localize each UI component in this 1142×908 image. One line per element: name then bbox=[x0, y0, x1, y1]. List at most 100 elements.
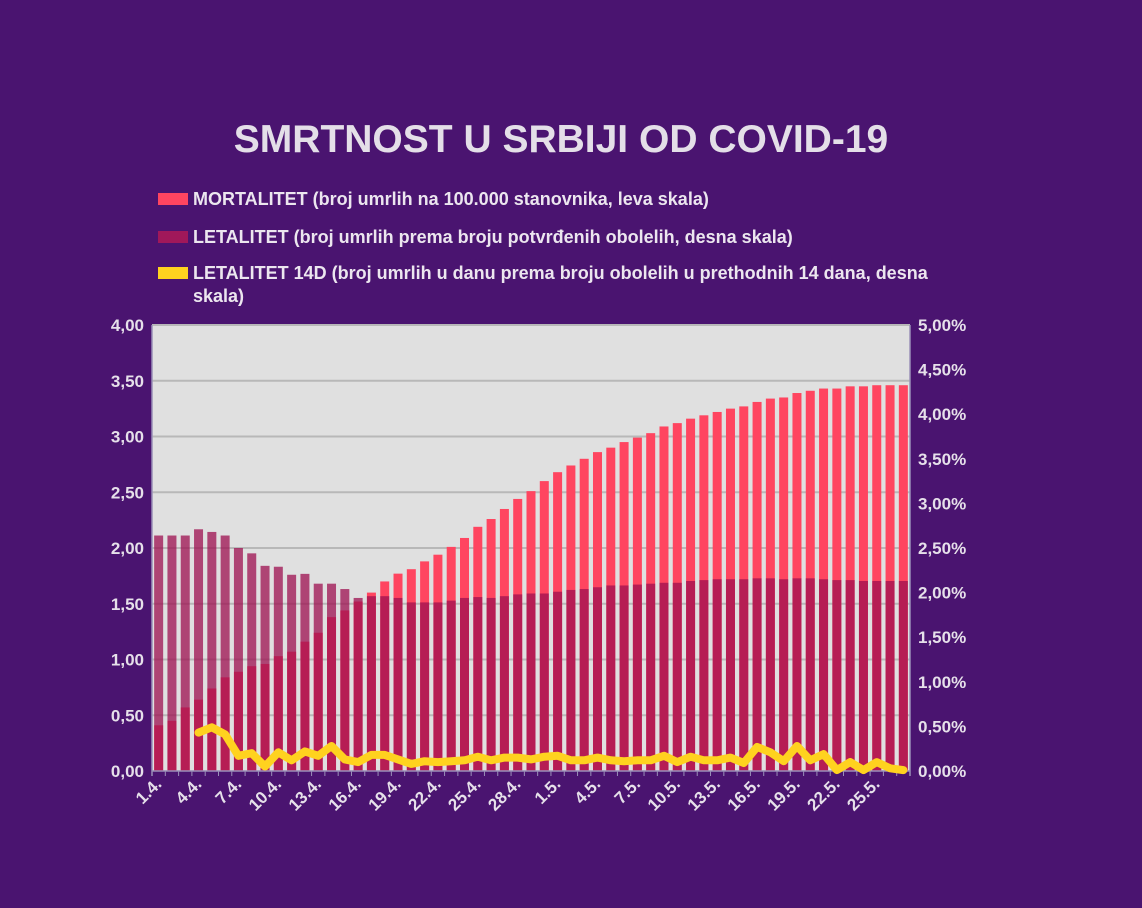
bar-letalitet bbox=[499, 596, 509, 771]
bar-letalitet bbox=[739, 579, 749, 771]
bar-letalitet bbox=[247, 553, 257, 771]
legend-swatch-letalitet bbox=[158, 231, 188, 243]
bar-mortalitet bbox=[898, 385, 908, 771]
x-tick-label: 10.5. bbox=[644, 774, 684, 814]
x-tick-label: 22.5. bbox=[804, 774, 844, 814]
bar-letalitet bbox=[725, 579, 735, 771]
y-left-tick-label: 2,00 bbox=[111, 539, 144, 558]
x-tick-label: 4.5. bbox=[571, 774, 604, 807]
bar-letalitet bbox=[858, 581, 868, 771]
bar-letalitet bbox=[287, 574, 297, 771]
x-tick-label: 25.4. bbox=[444, 774, 484, 814]
bar-letalitet bbox=[619, 585, 629, 771]
legend-label-mortalitet: MORTALITET (broj umrlih na 100.000 stano… bbox=[193, 189, 709, 209]
bar-letalitet bbox=[180, 535, 190, 771]
bar-letalitet bbox=[845, 580, 855, 771]
legend-label-letalitet-14d: LETALITET 14D (broj umrlih u danu prema … bbox=[193, 263, 928, 306]
bar-letalitet bbox=[353, 597, 363, 771]
bar-letalitet bbox=[446, 600, 456, 771]
bar-letalitet bbox=[765, 578, 775, 771]
chart-title: SMRTNOST U SRBIJI OD COVID-19 bbox=[233, 118, 889, 161]
y-right-tick-label: 4,00% bbox=[918, 405, 966, 424]
y-left-tick-label: 1,00 bbox=[111, 651, 144, 670]
y-left-tick-label: 2,50 bbox=[111, 483, 144, 502]
y-left-tick-label: 3,00 bbox=[111, 428, 144, 447]
x-tick-label: 10.4. bbox=[245, 774, 285, 814]
bar-letalitet bbox=[805, 578, 815, 771]
bar-mortalitet bbox=[885, 385, 895, 771]
bar-letalitet bbox=[579, 589, 589, 771]
bar-letalitet bbox=[327, 583, 337, 771]
bar-letalitet bbox=[646, 583, 656, 771]
x-tick-label: 4.4. bbox=[172, 774, 205, 807]
bar-letalitet bbox=[526, 593, 536, 771]
bar-letalitet bbox=[792, 578, 802, 771]
bar-letalitet bbox=[366, 596, 376, 771]
y-right-tick-label: 1,00% bbox=[918, 673, 966, 692]
x-tick-label: 16.4. bbox=[325, 774, 365, 814]
bar-letalitet bbox=[513, 594, 523, 771]
bar-letalitet bbox=[872, 581, 882, 771]
bar-letalitet bbox=[539, 593, 549, 771]
y-right-tick-label: 0,50% bbox=[918, 717, 966, 736]
bar-letalitet bbox=[260, 565, 270, 771]
y-left-tick-label: 0,50 bbox=[111, 706, 144, 725]
bar-letalitet bbox=[207, 531, 217, 771]
y-right-tick-label: 2,50% bbox=[918, 539, 966, 558]
bar-letalitet bbox=[752, 578, 762, 771]
bar-letalitet bbox=[220, 535, 230, 771]
x-tick-label: 16.5. bbox=[724, 774, 764, 814]
y-right-tick-label: 1,50% bbox=[918, 628, 966, 647]
bar-mortalitet bbox=[845, 386, 855, 771]
bar-letalitet bbox=[340, 589, 350, 771]
x-tick-label: 13.4. bbox=[285, 774, 325, 814]
bar-mortalitet bbox=[832, 388, 842, 771]
bar-letalitet bbox=[460, 597, 470, 771]
line-letalitet-14d bbox=[194, 723, 908, 775]
bar-letalitet bbox=[819, 579, 829, 771]
bar-letalitet bbox=[686, 581, 696, 771]
x-tick-label: 7.5. bbox=[611, 774, 644, 807]
bar-letalitet bbox=[300, 573, 310, 771]
y-right-tick-label: 0,00% bbox=[918, 762, 966, 781]
x-tick-label: 22.4. bbox=[405, 774, 445, 814]
y-right-tick-label: 3,50% bbox=[918, 450, 966, 469]
x-tick-label: 25.5. bbox=[843, 774, 883, 814]
bar-letalitet bbox=[779, 579, 789, 771]
bar-letalitet bbox=[898, 581, 908, 771]
bar-letalitet bbox=[393, 597, 403, 771]
bar-letalitet bbox=[712, 579, 722, 771]
bar-letalitet bbox=[832, 580, 842, 771]
bar-letalitet bbox=[672, 582, 682, 771]
bar-letalitet bbox=[606, 585, 616, 771]
y-right-tick-label: 2,00% bbox=[918, 584, 966, 603]
bar-letalitet bbox=[632, 584, 642, 771]
bar-letalitet bbox=[699, 580, 709, 771]
bar-letalitet bbox=[486, 597, 496, 771]
y-left-tick-label: 0,00 bbox=[111, 762, 144, 781]
bar-letalitet bbox=[313, 583, 323, 771]
x-tick-label: 7.4. bbox=[212, 774, 245, 807]
y-right-tick-label: 3,00% bbox=[918, 494, 966, 513]
x-tick-label: 19.4. bbox=[365, 774, 405, 814]
x-tick-label: 13.5. bbox=[684, 774, 724, 814]
bar-letalitet bbox=[659, 582, 669, 771]
bar-letalitet bbox=[406, 602, 416, 771]
bar-letalitet bbox=[433, 602, 443, 771]
bar-letalitet bbox=[154, 535, 164, 771]
y-left-tick-label: 3,50 bbox=[111, 372, 144, 391]
bar-letalitet bbox=[553, 591, 563, 771]
bar-letalitet bbox=[273, 566, 283, 771]
y-right-tick-label: 4,50% bbox=[918, 361, 966, 380]
bar-letalitet bbox=[566, 589, 576, 771]
x-tick-label: 19.5. bbox=[764, 774, 804, 814]
bar-letalitet bbox=[420, 602, 430, 771]
y-right-tick-label: 5,00% bbox=[918, 316, 966, 335]
x-tick-label: 28.4. bbox=[484, 774, 524, 814]
bar-letalitet bbox=[233, 548, 243, 771]
bar-letalitet bbox=[167, 535, 177, 771]
legend-label-letalitet: LETALITET (broj umrlih prema broju potvr… bbox=[193, 227, 793, 247]
x-tick-label: 1.5. bbox=[531, 774, 564, 807]
legend-swatch-letalitet-14d bbox=[158, 267, 188, 279]
